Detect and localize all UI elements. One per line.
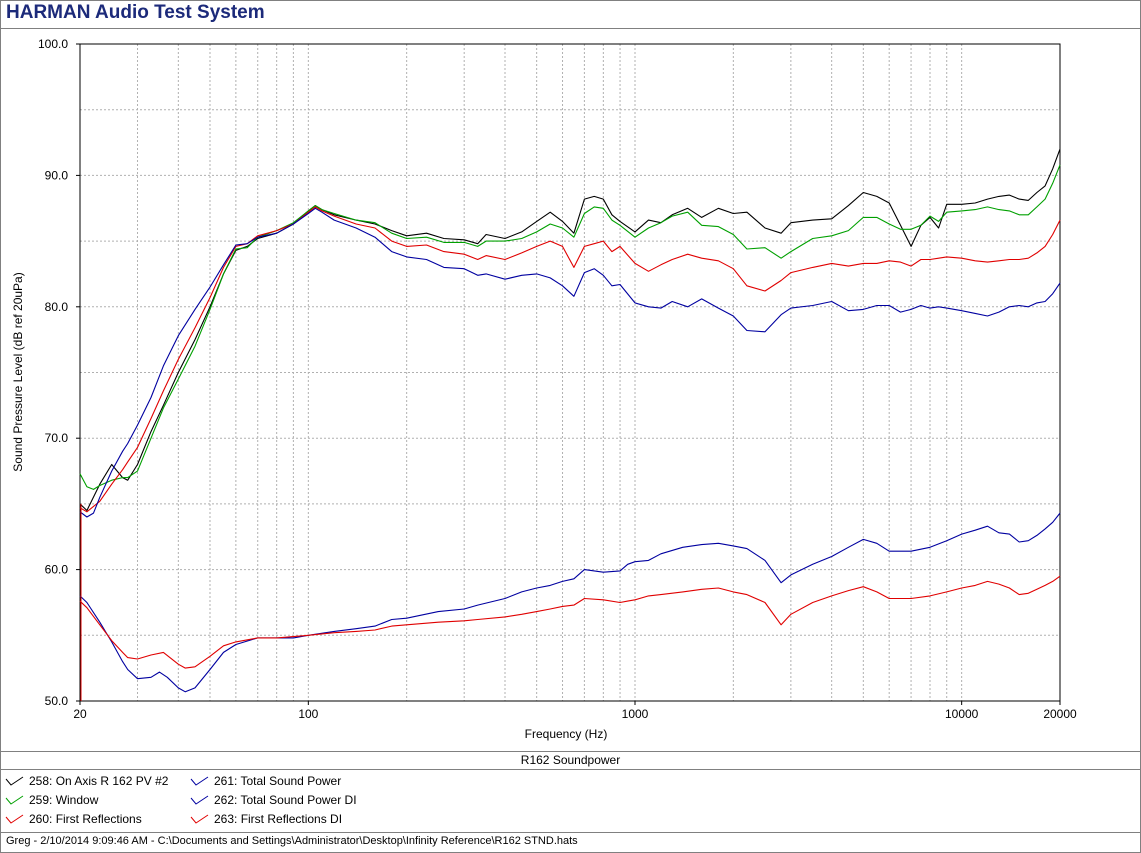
legend-swatch xyxy=(190,776,209,786)
series-line-5 xyxy=(79,512,1061,693)
x-tick-label: 100 xyxy=(298,707,318,721)
legend-label: 258: On Axis R 162 PV #2 xyxy=(29,774,169,788)
x-tick-label: 10000 xyxy=(945,707,979,721)
series-line-6 xyxy=(79,575,1061,669)
legend-label: 259: Window xyxy=(29,793,99,807)
series-line-1 xyxy=(79,148,1061,512)
y-axis-ticks: 50.0 60.0 70.0 80.0 90.0 100.0 xyxy=(38,37,80,708)
app-title: HARMAN Audio Test System xyxy=(6,2,265,23)
footer-divider xyxy=(0,832,1141,833)
legend-swatch xyxy=(190,814,209,824)
y-tick-label: 90.0 xyxy=(45,168,69,182)
legend: 258: On Axis R 162 PV #2 259: Window 260… xyxy=(0,771,1141,831)
y-tick-label: 100.0 xyxy=(38,37,68,51)
y-tick-label: 80.0 xyxy=(45,300,69,314)
y-tick-label: 60.0 xyxy=(45,563,69,577)
y-tick-label: 50.0 xyxy=(45,694,69,708)
grid-lines xyxy=(80,44,1060,701)
chart-divider xyxy=(0,751,1141,752)
legend-divider xyxy=(0,769,1141,770)
series-lines xyxy=(79,148,1061,701)
legend-label: 263: First Reflections DI xyxy=(214,812,343,826)
plot-area-border xyxy=(79,43,1061,702)
legend-swatch xyxy=(5,814,24,824)
legend-swatch xyxy=(190,795,209,805)
legend-label: 262: Total Sound Power DI xyxy=(214,793,357,807)
legend-swatch xyxy=(5,776,24,786)
x-axis-ticks: 20 100 1000 10000 20000 xyxy=(73,701,1077,721)
y-axis-label: Sound Pressure Level (dB ref 20uPa) xyxy=(11,272,25,471)
series-line-4 xyxy=(79,207,1061,518)
series-line-3 xyxy=(79,206,1061,513)
frequency-response-chart: 50.0 60.0 70.0 80.0 90.0 100.0 20 100 1000 10000… xyxy=(11,37,1077,741)
legend-label: 261: Total Sound Power xyxy=(214,774,342,788)
x-axis-label: Frequency (Hz) xyxy=(525,727,608,741)
title-divider xyxy=(0,28,1141,29)
legend-label: 260: First Reflections xyxy=(29,812,142,826)
y-tick-label: 70.0 xyxy=(45,431,69,445)
legend-swatch xyxy=(5,795,24,805)
series-line-2 xyxy=(79,164,1061,490)
x-tick-label: 20000 xyxy=(1043,707,1077,721)
x-tick-label: 1000 xyxy=(622,707,649,721)
chart-name: R162 Soundpower xyxy=(520,753,621,767)
file-path-footer: Greg - 2/10/2014 9:09:46 AM - C:\Documen… xyxy=(6,835,578,847)
x-tick-label: 20 xyxy=(73,707,87,721)
